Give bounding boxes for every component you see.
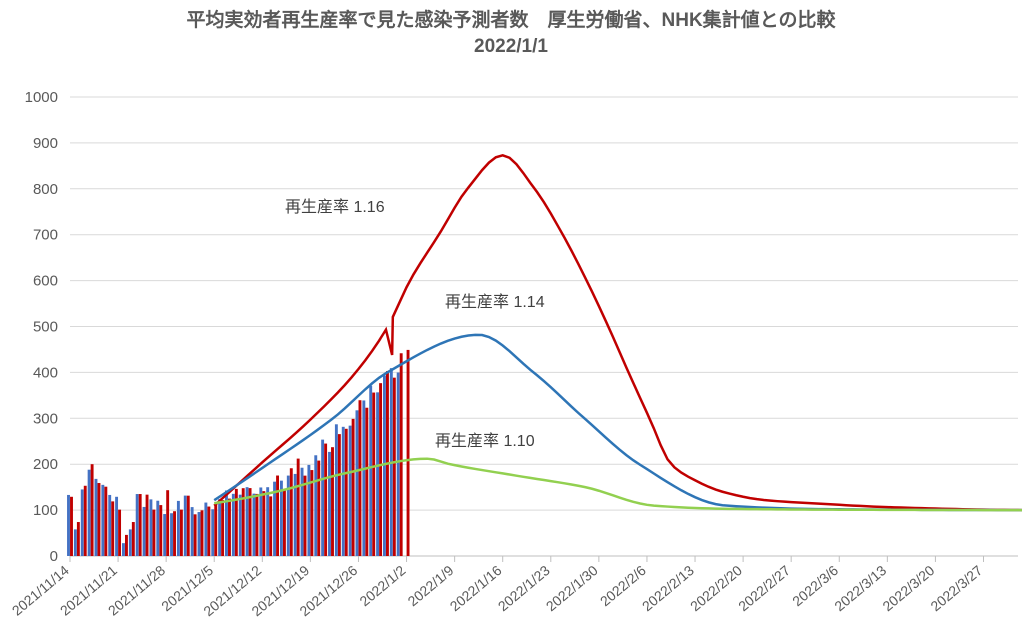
svg-text:200: 200 [33, 456, 58, 473]
svg-text:800: 800 [33, 181, 58, 198]
svg-text:再生産率 1.14: 再生産率 1.14 [445, 293, 545, 311]
svg-text:400: 400 [33, 364, 58, 381]
svg-text:2022/1/1: 2022/1/1 [474, 36, 548, 57]
svg-text:600: 600 [33, 273, 58, 290]
svg-text:300: 300 [33, 410, 58, 427]
svg-text:700: 700 [33, 227, 58, 244]
svg-text:1000: 1000 [25, 89, 58, 106]
svg-text:0: 0 [50, 548, 58, 565]
svg-text:900: 900 [33, 135, 58, 152]
svg-text:平均実効者再生産率で見た感染予測者数 厚生労働省、NHK集計: 平均実効者再生産率で見た感染予測者数 厚生労働省、NHK集計値との比較 [187, 8, 837, 31]
svg-text:500: 500 [33, 319, 58, 336]
svg-text:再生産率 1.16: 再生産率 1.16 [285, 198, 385, 216]
svg-text:再生産率 1.10: 再生産率 1.10 [435, 432, 535, 450]
svg-text:100: 100 [33, 502, 58, 519]
